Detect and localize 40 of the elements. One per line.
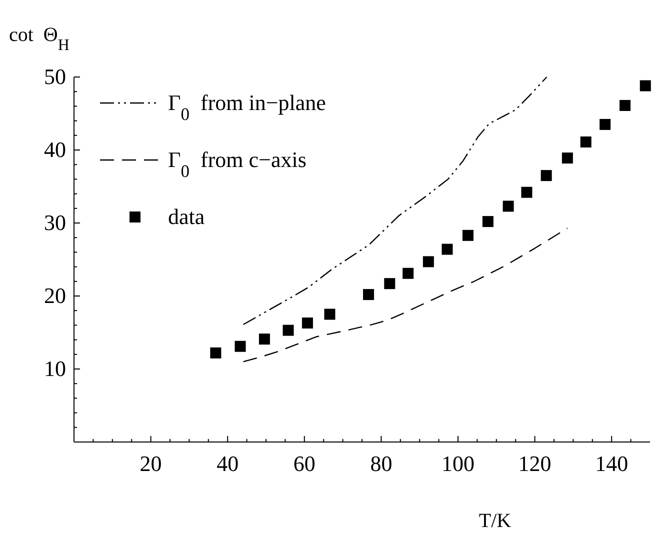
point (402, 268, 414, 279)
legend-label: data (168, 204, 205, 229)
y-tick-label: 40 (44, 137, 66, 162)
point (462, 230, 474, 241)
point (562, 152, 573, 164)
point (521, 186, 532, 198)
x-tick-label: 120 (518, 451, 552, 476)
x-tick-label: 20 (140, 451, 162, 476)
point (302, 318, 313, 329)
point (502, 200, 514, 212)
point (422, 256, 434, 268)
point (540, 170, 552, 182)
line-series (242, 228, 568, 362)
x-tick-label: 140 (595, 451, 628, 476)
point (640, 80, 651, 92)
x-tick-label: 100 (442, 451, 474, 476)
x-tick-label: 60 (293, 451, 316, 476)
legend-label: Γ$_{0}$ from in−plane (168, 90, 326, 124)
point (282, 324, 294, 336)
point (600, 118, 611, 130)
point (620, 100, 631, 111)
x-tick-label: 80 (370, 451, 392, 476)
x-axis-title: T/K (478, 510, 512, 532)
point (324, 308, 336, 320)
point (234, 340, 246, 352)
point (580, 136, 592, 148)
y-axis-title: cot Θ$_{H}$ (9, 24, 70, 54)
point (258, 334, 270, 345)
point (482, 216, 494, 228)
y-tick-label: 20 (44, 283, 66, 308)
x-tick-label: 40 (216, 451, 239, 476)
y-tick-label: 10 (44, 356, 66, 381)
point (442, 244, 453, 255)
legend-label: Γ$_{0}$ from c−axis (168, 147, 306, 181)
point (210, 347, 222, 358)
line-series (242, 76, 548, 326)
y-tick-label: 30 (44, 210, 66, 235)
y-tick-label: 50 (44, 64, 66, 89)
point (363, 289, 374, 300)
point (384, 278, 396, 290)
